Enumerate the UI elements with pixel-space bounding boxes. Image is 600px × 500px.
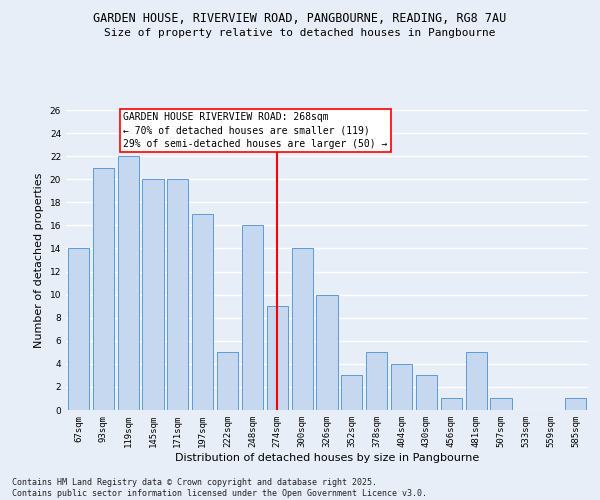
Bar xyxy=(242,226,263,410)
Bar xyxy=(267,306,288,410)
Bar xyxy=(192,214,213,410)
Bar xyxy=(416,376,437,410)
Bar xyxy=(118,156,139,410)
Bar xyxy=(292,248,313,410)
Bar xyxy=(142,179,164,410)
Bar xyxy=(565,398,586,410)
Bar xyxy=(391,364,412,410)
Text: Size of property relative to detached houses in Pangbourne: Size of property relative to detached ho… xyxy=(104,28,496,38)
Bar xyxy=(466,352,487,410)
Bar xyxy=(217,352,238,410)
X-axis label: Distribution of detached houses by size in Pangbourne: Distribution of detached houses by size … xyxy=(175,452,479,462)
Bar xyxy=(366,352,387,410)
Text: Contains HM Land Registry data © Crown copyright and database right 2025.
Contai: Contains HM Land Registry data © Crown c… xyxy=(12,478,427,498)
Y-axis label: Number of detached properties: Number of detached properties xyxy=(34,172,44,348)
Bar xyxy=(441,398,462,410)
Text: GARDEN HOUSE, RIVERVIEW ROAD, PANGBOURNE, READING, RG8 7AU: GARDEN HOUSE, RIVERVIEW ROAD, PANGBOURNE… xyxy=(94,12,506,26)
Bar xyxy=(167,179,188,410)
Bar xyxy=(490,398,512,410)
Bar xyxy=(68,248,89,410)
Bar xyxy=(93,168,114,410)
Bar xyxy=(316,294,338,410)
Bar xyxy=(341,376,362,410)
Text: GARDEN HOUSE RIVERVIEW ROAD: 268sqm
← 70% of detached houses are smaller (119)
2: GARDEN HOUSE RIVERVIEW ROAD: 268sqm ← 70… xyxy=(123,112,388,148)
